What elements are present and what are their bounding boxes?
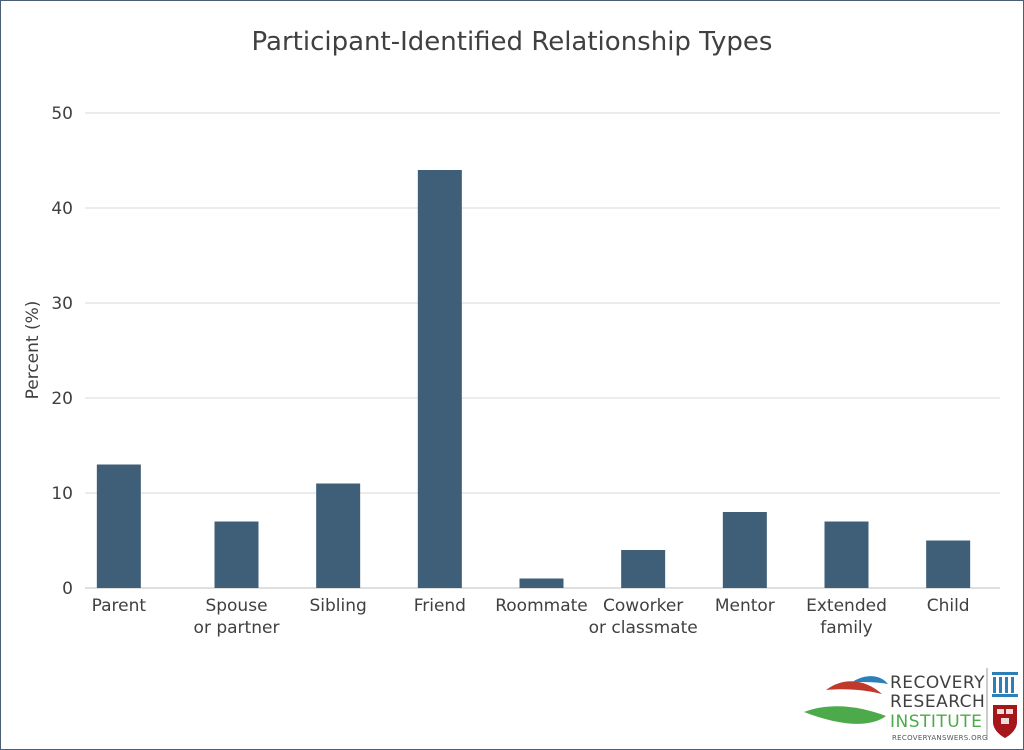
mgh-building-icon: [992, 672, 1018, 697]
x-tick-label: Spouse or partner: [194, 596, 280, 638]
y-tick-labels: 0 10 20 30 40 50: [51, 104, 73, 599]
bar: [417, 170, 462, 588]
bar: [519, 578, 564, 588]
harvard-shield-icon: [993, 705, 1017, 738]
x-tick-label: Coworker or classmate: [589, 596, 698, 638]
x-tick-label: Friend: [414, 596, 466, 616]
recovery-research-institute-logo: RECOVERY RESEARCH INSTITUTE RECOVERYANSW…: [804, 668, 1018, 742]
bar: [96, 464, 141, 588]
x-tick-label: Extended family: [806, 596, 887, 638]
x-tick-label: Parent: [92, 596, 147, 616]
logo-line-2: RESEARCH: [890, 692, 985, 712]
logo-line-3: INSTITUTE: [890, 712, 982, 732]
x-tick-label: Roommate: [495, 596, 588, 616]
logo-red-swoosh: [826, 681, 882, 694]
x-tick-labels: Parent Spouse or partner Sibling Friend Roomm…: [92, 596, 970, 638]
logo-url: RECOVERYANSWERS.ORG: [892, 734, 988, 742]
x-tick-label: Child: [927, 596, 970, 616]
y-tick-label: 10: [51, 484, 73, 504]
y-tick-label: 50: [51, 104, 73, 124]
y-axis-label: Percent (%): [23, 301, 43, 400]
bar: [926, 540, 971, 588]
y-tick-label: 30: [51, 294, 73, 314]
bar: [621, 550, 666, 588]
x-tick-label: Mentor: [715, 596, 775, 616]
bar: [214, 521, 259, 588]
y-tick-label: 20: [51, 389, 73, 409]
x-tick-label: Sibling: [310, 596, 367, 616]
gridlines: [85, 112, 1000, 589]
bars: [96, 170, 971, 588]
bar: [316, 483, 361, 588]
logo-green-swoosh: [804, 706, 886, 724]
chart-title: Participant-Identified Relationship Type…: [252, 27, 773, 57]
y-tick-label: 0: [62, 579, 73, 599]
y-tick-label: 40: [51, 199, 73, 219]
logo-line-1: RECOVERY: [890, 673, 985, 693]
bar: [722, 512, 767, 588]
bar: [824, 521, 869, 588]
logo-blue-swoosh: [852, 676, 888, 684]
